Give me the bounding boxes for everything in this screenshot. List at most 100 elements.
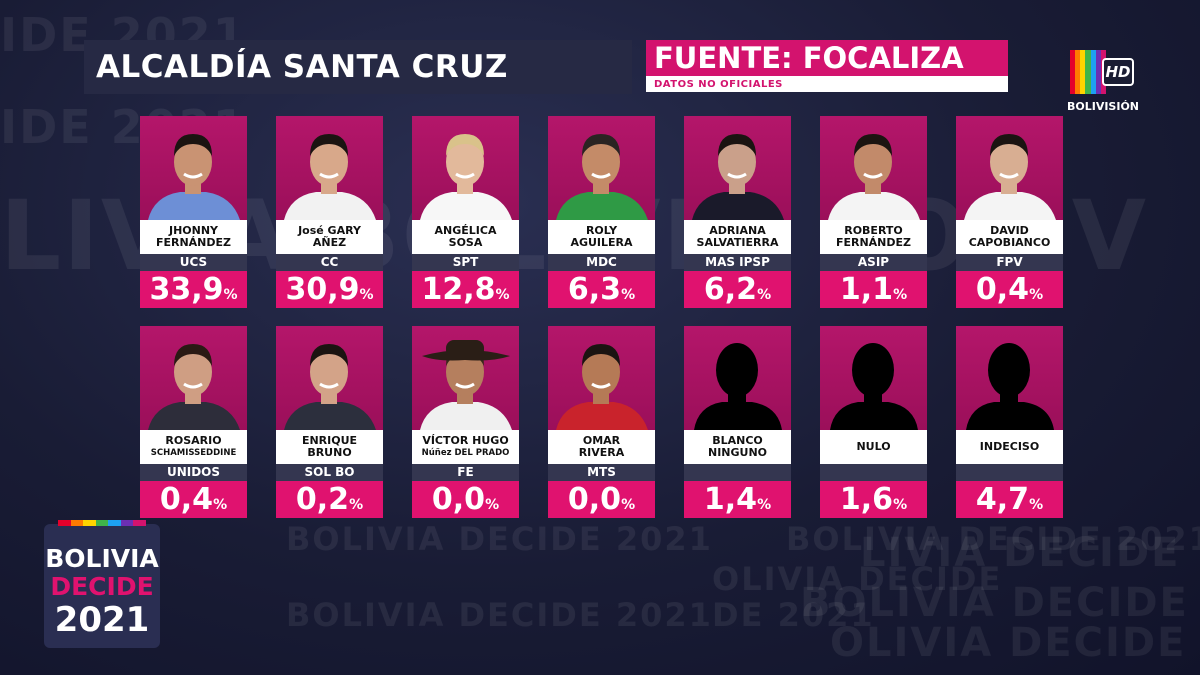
- candidate-name: VÍCTOR HUGO Núñez DEL PRADO: [412, 430, 519, 464]
- party-label: FPV: [956, 254, 1063, 271]
- candidate-name: BLANCO NINGUNO: [684, 430, 791, 464]
- candidate-photo: [140, 326, 247, 430]
- percent-symbol: %: [349, 497, 364, 513]
- candidate-card: ROLY AGUILERA MDC 6,3%: [548, 116, 655, 308]
- percent-symbol: %: [485, 497, 500, 513]
- vote-percentage: 0,2%: [276, 481, 383, 518]
- candidate-card: ANGÉLICA SOSA SPT 12,8%: [412, 116, 519, 308]
- candidate-card: ENRIQUE BRUNO SOL BO 0,2%: [276, 326, 383, 518]
- candidate-card: José GARY AÑEZ CC 30,9%: [276, 116, 383, 308]
- candidate-card: ROBERTO FERNÁNDEZ ASIP 1,1%: [820, 116, 927, 308]
- candidate-name-line-2: RIVERA: [578, 446, 625, 459]
- candidate-photo: [820, 116, 927, 220]
- candidate-name: ANGÉLICA SOSA: [412, 220, 519, 254]
- percentage-value: 6,2: [703, 272, 758, 307]
- channel-logo: HD BOLIVISIÓN: [1058, 50, 1148, 120]
- vote-percentage: 4,7%: [956, 481, 1063, 518]
- percent-symbol: %: [223, 287, 238, 303]
- candidate-name: José GARY AÑEZ: [276, 220, 383, 254]
- percent-symbol: %: [621, 497, 636, 513]
- candidate-photo: [412, 116, 519, 220]
- candidate-name-line-1: DAVID: [990, 224, 1029, 237]
- background-watermark: OLIVIA DECIDE: [830, 620, 1187, 666]
- candidate-name: INDECISO: [956, 430, 1063, 464]
- candidate-name-line-1: ROLY: [585, 224, 618, 237]
- percentage-value: 4,7: [975, 482, 1030, 517]
- background-watermark: BOLIVIA DECIDE 2021: [786, 520, 1200, 558]
- hd-badge: HD: [1102, 58, 1134, 86]
- candidate-name-line-1: ROSARIO: [165, 434, 222, 447]
- candidate-name-line-2: FERNÁNDEZ: [835, 236, 912, 249]
- percentage-value: 1,1: [839, 272, 894, 307]
- background-watermark: LIVIA DECIDE: [860, 530, 1181, 576]
- logo-line-2: DECIDE: [50, 572, 154, 601]
- candidate-name-line-1: NULO: [856, 440, 891, 453]
- party-label: FE: [412, 464, 519, 481]
- percent-symbol: %: [1029, 287, 1044, 303]
- candidate-name-line-2: SOSA: [448, 236, 483, 249]
- candidate-name-line-2: AÑEZ: [312, 236, 347, 249]
- vote-percentage: 1,1%: [820, 271, 927, 308]
- percentage-value: 6,3: [567, 272, 622, 307]
- percentage-value: 12,8: [421, 272, 496, 307]
- candidate-name-line-1: José GARY: [298, 224, 361, 237]
- candidate-card: VÍCTOR HUGO Núñez DEL PRADO FE 0,0%: [412, 326, 519, 518]
- percent-symbol: %: [757, 287, 772, 303]
- vote-percentage: 0,0%: [412, 481, 519, 518]
- silhouette-icon: [684, 326, 791, 430]
- percentage-value: 0,2: [295, 482, 350, 517]
- candidate-name: ROLY AGUILERA: [548, 220, 655, 254]
- candidate-photo: [276, 326, 383, 430]
- party-label: SPT: [412, 254, 519, 271]
- candidate-name: ROBERTO FERNÁNDEZ: [820, 220, 927, 254]
- candidate-name: ADRIANA SALVATIERRA: [684, 220, 791, 254]
- candidate-photo: [684, 116, 791, 220]
- channel-brand: BOLIVISIÓN: [1066, 100, 1139, 113]
- candidate-card: ROSARIO SCHAMISSEDDINE UNIDOS 0,4%: [140, 326, 247, 518]
- background-watermark: DE 2021: [712, 596, 875, 634]
- percentage-value: 0,4: [159, 482, 214, 517]
- vote-percentage: 0,4%: [956, 271, 1063, 308]
- vote-percentage: 30,9%: [276, 271, 383, 308]
- vote-percentage: 1,6%: [820, 481, 927, 518]
- candidate-card: ADRIANA SALVATIERRA MAS IPSP 6,2%: [684, 116, 791, 308]
- party-label: CC: [276, 254, 383, 271]
- candidate-name-line-2: SALVATIERRA: [696, 236, 779, 249]
- percentage-value: 1,4: [703, 482, 758, 517]
- color-bar-icon: [58, 520, 147, 526]
- candidate-name-line-2: FERNÁNDEZ: [155, 236, 232, 249]
- candidate-name: OMAR RIVERA: [548, 430, 655, 464]
- percent-symbol: %: [1029, 497, 1044, 513]
- candidate-photo: [956, 116, 1063, 220]
- logo-line-1: BOLIVIA: [45, 544, 159, 573]
- candidate-photo: [548, 326, 655, 430]
- percentage-value: 0,0: [431, 482, 486, 517]
- vote-percentage: 1,4%: [684, 481, 791, 518]
- candidate-name-line-1: VÍCTOR HUGO: [422, 434, 509, 447]
- party-label: [684, 464, 791, 481]
- source-label: FUENTE: FOCALIZA: [654, 41, 964, 75]
- candidate-name: JHONNY FERNÁNDEZ: [140, 220, 247, 254]
- candidate-name: NULO: [820, 430, 927, 464]
- party-label: MAS IPSP: [684, 254, 791, 271]
- party-label: [820, 464, 927, 481]
- party-label: MDC: [548, 254, 655, 271]
- candidate-name-line-2: BRUNO: [307, 446, 352, 459]
- vote-percentage: 0,0%: [548, 481, 655, 518]
- candidate-name-line-2: Núñez DEL PRADO: [421, 448, 510, 458]
- candidate-name-line-1: BLANCO: [712, 434, 763, 447]
- percent-symbol: %: [757, 497, 772, 513]
- vote-percentage: 6,2%: [684, 271, 791, 308]
- party-label: [956, 464, 1063, 481]
- party-label: SOL BO: [276, 464, 383, 481]
- percent-symbol: %: [359, 287, 374, 303]
- candidate-name-line-2: AGUILERA: [570, 236, 633, 249]
- background-watermark: OLIVIA DECIDE: [712, 560, 1003, 598]
- rainbow-stripes-icon: [1070, 50, 1106, 94]
- candidate-name: ENRIQUE BRUNO: [276, 430, 383, 464]
- vote-percentage: 12,8%: [412, 271, 519, 308]
- vote-percentage: 6,3%: [548, 271, 655, 308]
- percent-symbol: %: [213, 497, 228, 513]
- candidate-name-line-1: ENRIQUE: [301, 434, 358, 447]
- candidate-card: INDECISO 4,7%: [956, 326, 1063, 518]
